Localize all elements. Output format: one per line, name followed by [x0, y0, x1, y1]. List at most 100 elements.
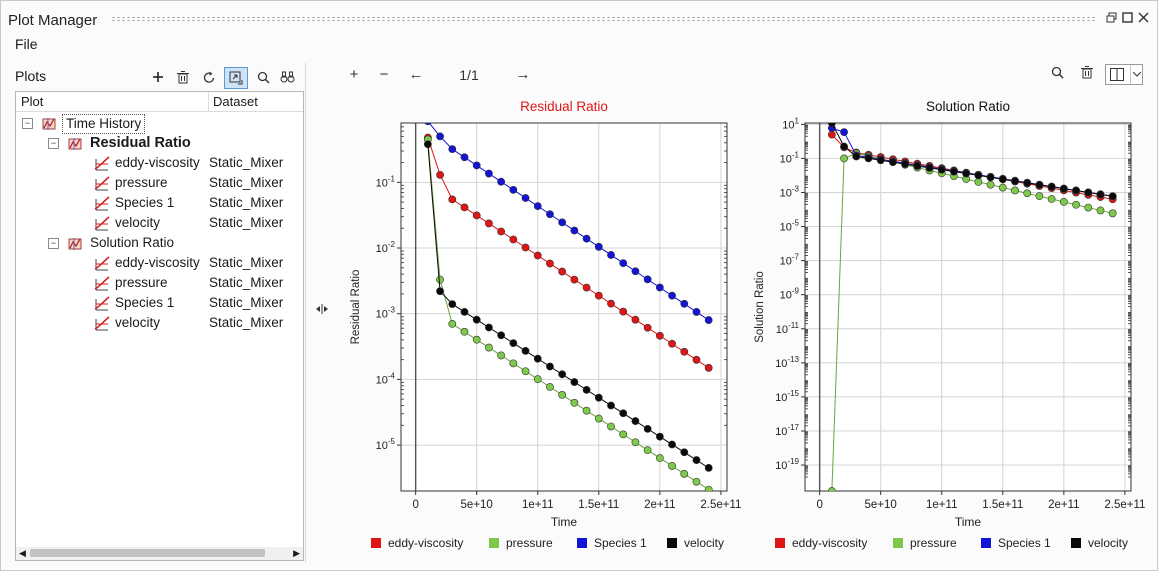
data-point — [655, 432, 664, 441]
data-point — [485, 323, 493, 332]
data-point — [448, 145, 457, 154]
drag-grip[interactable] — [111, 16, 1096, 22]
trash-icon[interactable] — [1078, 65, 1096, 85]
plot-group-icon — [68, 238, 82, 250]
horizontal-scrollbar[interactable]: ◀ ▶ — [16, 547, 303, 560]
add-plot-button[interactable]: + — [349, 66, 359, 83]
search-icon[interactable] — [1048, 65, 1066, 85]
x-tick-label: 5e+10 — [461, 499, 493, 511]
maximize-icon[interactable] — [1122, 12, 1133, 23]
plot-area — [401, 123, 727, 491]
data-point — [436, 275, 444, 284]
search-icon[interactable] — [253, 67, 273, 87]
plots-panel: Plots Plot Dataset − Time — [13, 63, 305, 563]
tree-item-eddy-viscosity[interactable]: eddy-viscosity — [115, 155, 200, 170]
tree-item-eddy-viscosity[interactable]: eddy-viscosity — [115, 255, 200, 270]
scrollbar-thumb[interactable] — [30, 549, 265, 557]
data-point — [472, 335, 481, 344]
layout-dropdown[interactable] — [1105, 64, 1143, 85]
tree-item-solution-ratio[interactable]: Solution Ratio — [90, 235, 175, 250]
split-layout-icon — [1110, 68, 1124, 81]
tree-item-velocity[interactable]: velocity — [115, 215, 161, 230]
curve-icon — [94, 216, 110, 231]
column-dataset[interactable]: Dataset — [208, 92, 258, 111]
tree-item-velocity[interactable]: velocity — [115, 315, 161, 330]
data-point — [582, 406, 591, 415]
data-point — [485, 169, 493, 178]
legend-item: velocity — [667, 536, 724, 550]
tree-header: Plot Dataset — [16, 92, 303, 112]
data-point — [619, 259, 628, 267]
sync-icon[interactable] — [224, 67, 248, 89]
restore-icon[interactable] — [1106, 12, 1117, 23]
data-point — [521, 243, 530, 252]
legend-swatch — [667, 538, 677, 548]
legend-label: Species 1 — [594, 536, 647, 550]
close-icon[interactable] — [1138, 12, 1149, 23]
next-page-button[interactable]: → — [515, 66, 531, 83]
menu-file[interactable]: File — [15, 36, 38, 52]
y-tick-label: 10-2 — [376, 240, 396, 255]
data-point — [558, 218, 567, 227]
splitter-handle-icon[interactable] — [315, 303, 329, 318]
solution-ratio-chart[interactable]: Solution Ratio 0 5e+10 1e+11 1.5e+11 2e+11 2.5… — [745, 93, 1145, 559]
data-point — [668, 440, 676, 449]
data-point — [607, 299, 615, 308]
tree-item-time-history[interactable]: Time History — [62, 114, 146, 134]
collapse-toggle-time-history[interactable]: − — [22, 118, 33, 129]
chevron-down-icon — [1133, 72, 1141, 77]
column-plot[interactable]: Plot — [21, 94, 44, 109]
data-point — [509, 339, 518, 347]
remove-plot-button[interactable]: − — [379, 66, 389, 83]
tree-item-residual-ratio[interactable]: Residual Ratio — [90, 135, 191, 151]
data-point — [827, 487, 836, 491]
x-tick-label: 5e+10 — [865, 499, 897, 511]
tree-item-species-1[interactable]: Species 1 — [115, 195, 175, 210]
legend-swatch — [371, 538, 381, 548]
data-point — [704, 485, 713, 491]
y-tick-label: 10-13 — [775, 355, 799, 370]
data-point — [1096, 206, 1105, 215]
data-point — [643, 424, 652, 433]
data-point — [631, 417, 640, 425]
data-point — [594, 393, 603, 402]
y-tick-label: 10-7 — [780, 253, 800, 268]
data-point — [1011, 186, 1019, 195]
y-tick-label: 10-5 — [376, 437, 396, 452]
data-point — [546, 383, 554, 391]
dataset-cell: Static_Mixer — [209, 315, 284, 330]
plot-tree[interactable]: Plot Dataset − Time History − Residual R… — [15, 91, 304, 561]
previous-page-button[interactable]: ← — [408, 66, 424, 83]
legend-item: pressure — [893, 536, 957, 550]
tree-item-pressure[interactable]: pressure — [115, 175, 168, 190]
tree-item-species-1[interactable]: Species 1 — [115, 295, 175, 310]
data-point — [448, 195, 457, 204]
x-tick-label: 0 — [816, 499, 822, 511]
residual-ratio-chart[interactable]: Residual Ratio 0 5e+10 1e+11 1.5e+11 2e+11 2.5… — [341, 93, 741, 559]
legend-swatch — [893, 538, 903, 548]
add-icon[interactable] — [148, 67, 168, 87]
legend-swatch — [981, 538, 991, 548]
data-point — [631, 315, 640, 324]
title-bar[interactable]: Plot Manager — [1, 1, 1157, 35]
refresh-icon[interactable] — [199, 67, 219, 87]
x-tick-label: 2.5e+11 — [700, 499, 741, 511]
scroll-left-icon[interactable]: ◀ — [19, 548, 26, 558]
data-point — [570, 275, 579, 284]
data-point — [925, 163, 934, 172]
data-point — [655, 454, 664, 462]
scroll-right-icon[interactable]: ▶ — [293, 548, 300, 558]
legend-label: Species 1 — [998, 536, 1051, 550]
collapse-toggle-residual-ratio[interactable]: − — [48, 138, 59, 149]
data-point — [937, 165, 946, 174]
data-point — [423, 140, 432, 149]
tree-item-pressure[interactable]: pressure — [115, 275, 168, 290]
page-indicator: 1/1 — [459, 67, 479, 83]
trash-icon[interactable] — [173, 67, 193, 87]
compare-icon[interactable] — [277, 67, 297, 87]
data-point — [1047, 182, 1056, 191]
x-tick-label: 2.5e+11 — [1104, 499, 1145, 511]
collapse-toggle-solution-ratio[interactable]: − — [48, 238, 59, 249]
legend-swatch — [577, 538, 587, 548]
